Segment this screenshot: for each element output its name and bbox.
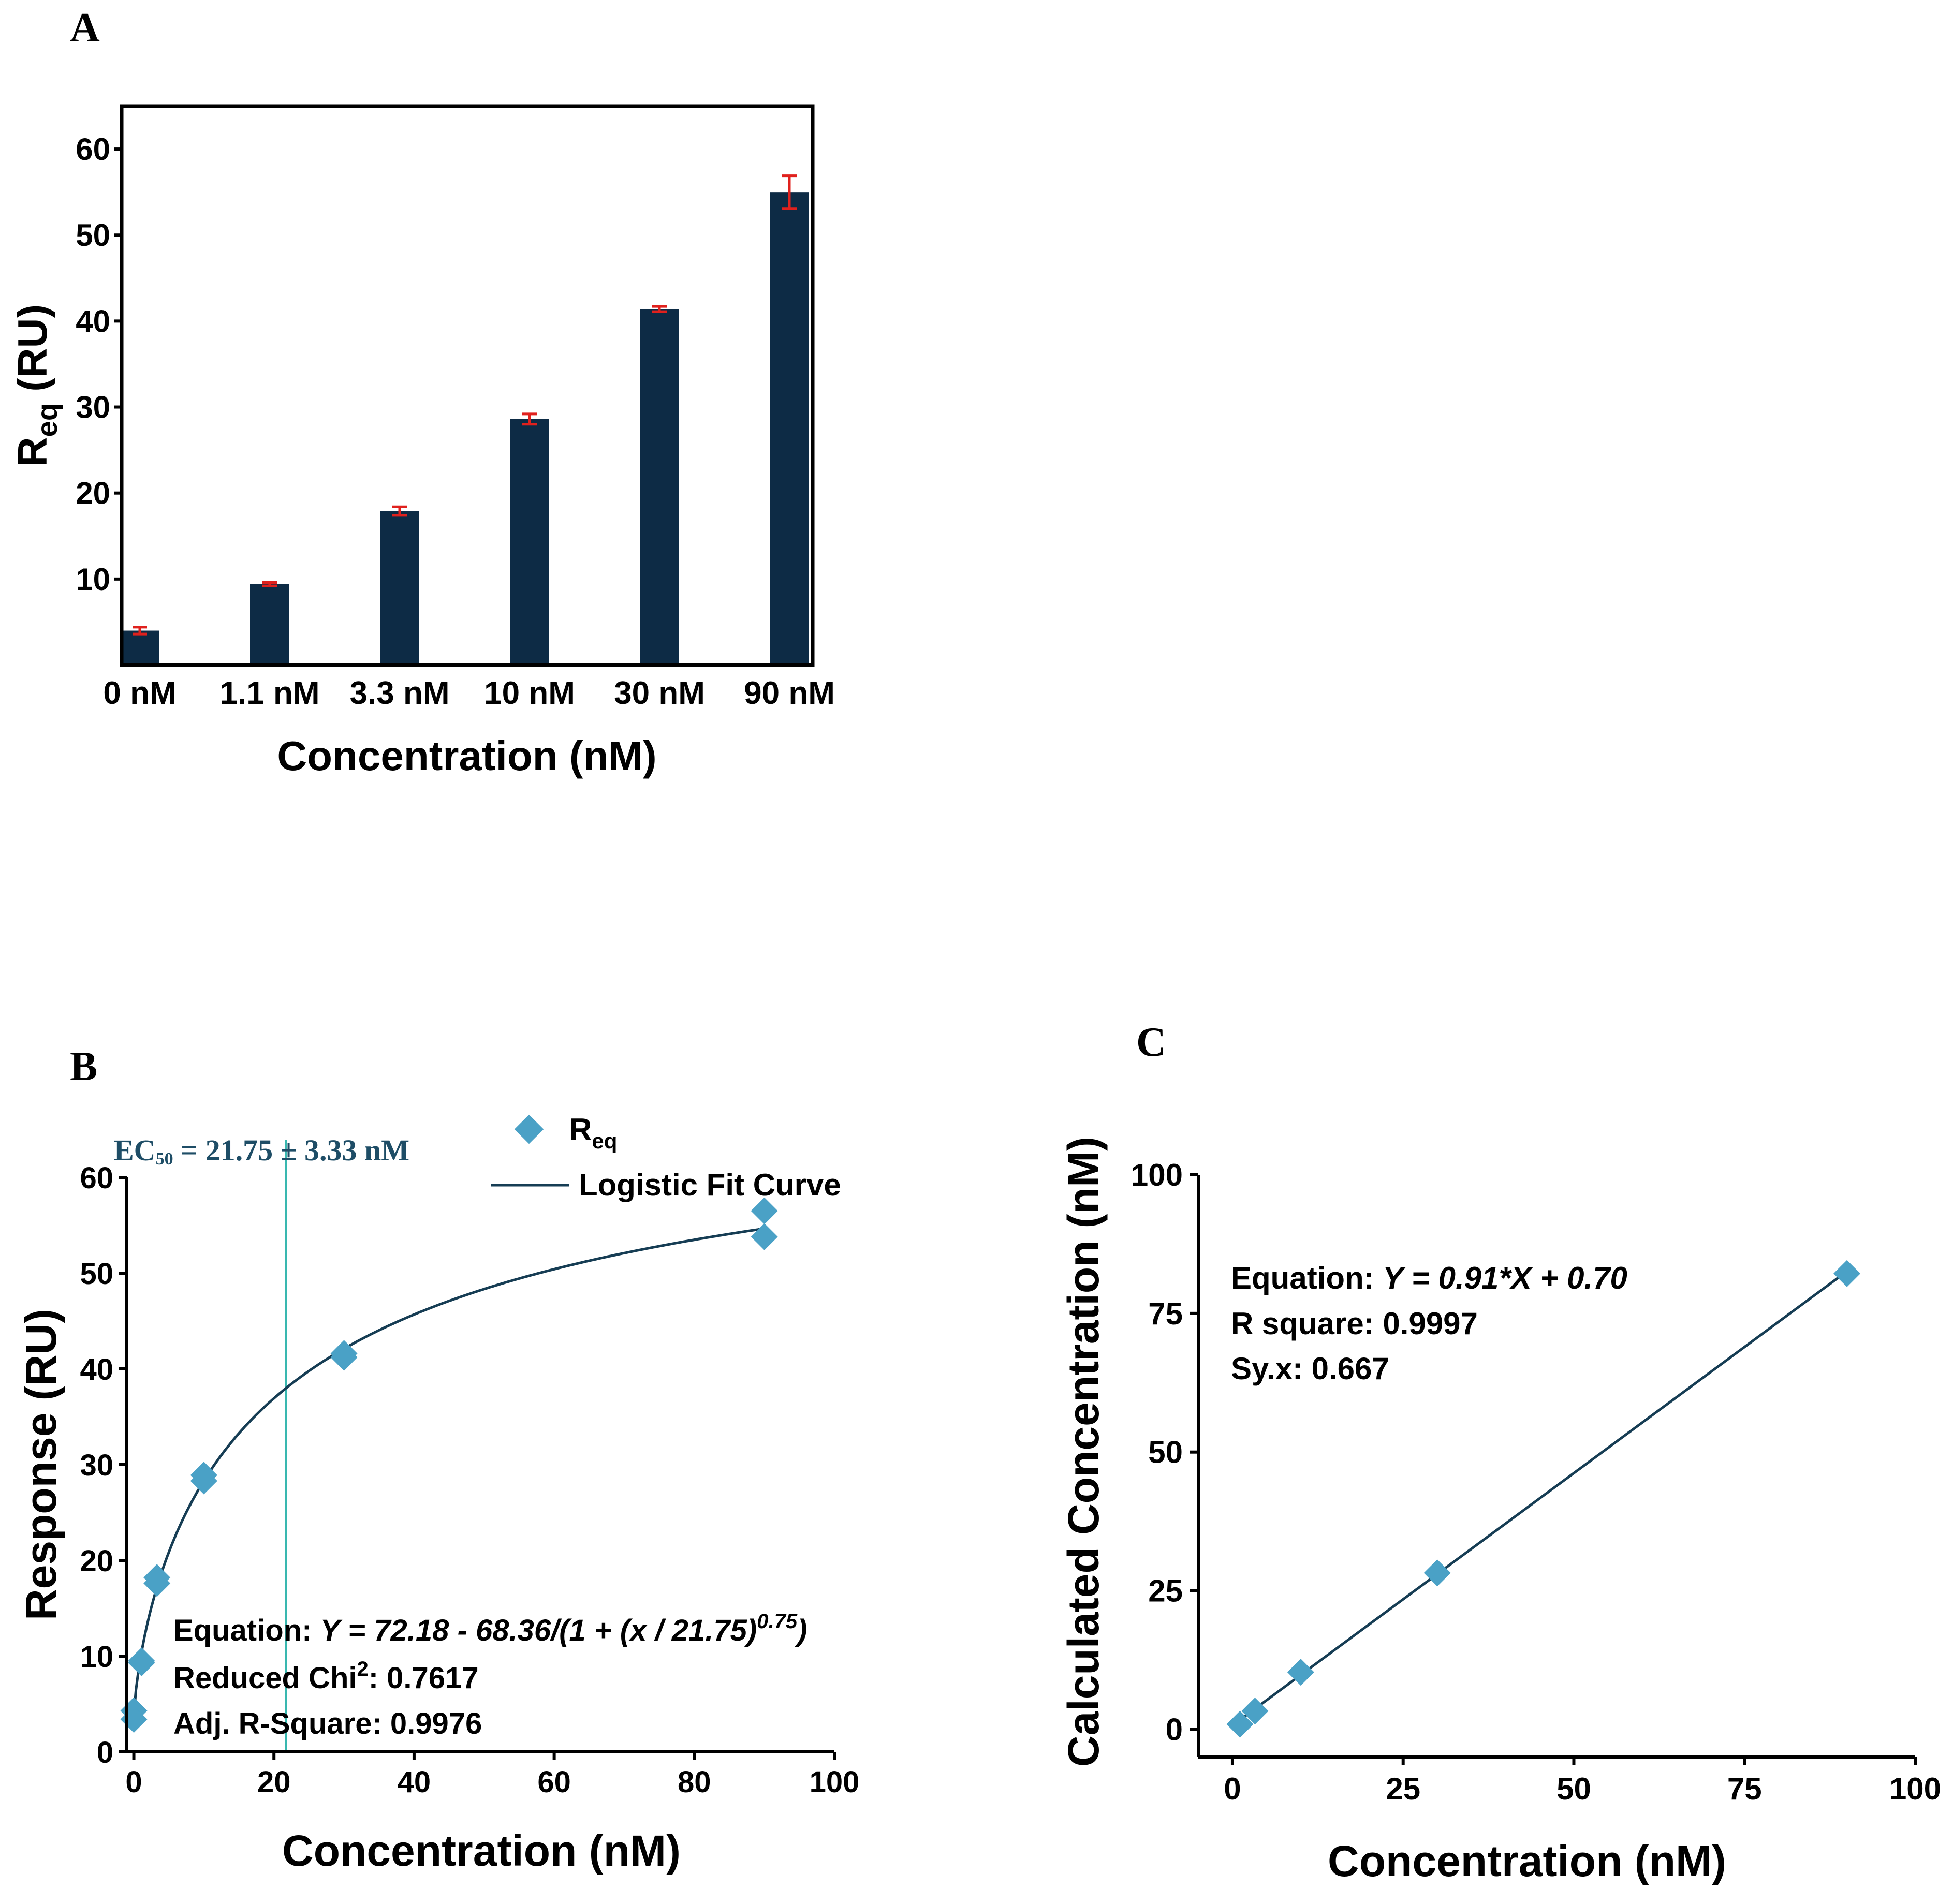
data-points <box>120 1197 778 1733</box>
y-tick-label: 40 <box>80 1353 113 1386</box>
y-tick-label: 30 <box>80 1449 113 1482</box>
panel-a: A 10 20 30 40 50 60 0 nM 1.1 nM 3.3 nM 10 nM 30 n… <box>9 5 835 779</box>
bar-3-3-nm <box>380 511 419 665</box>
panel-letter-a: A <box>70 5 100 51</box>
x-tick-label: 3.3 nM <box>350 675 450 711</box>
logistic-fit-curve <box>133 1227 765 1716</box>
ec50-label: EC50 = 21.75 ± 3.33 nM <box>114 1133 409 1169</box>
y-tick-label: 30 <box>76 390 110 425</box>
y-axis-title: Response (RU) <box>17 1309 65 1620</box>
x-tick-label: 20 <box>257 1765 291 1799</box>
x-tick-label: 40 <box>398 1765 431 1799</box>
x-tick-label: 100 <box>1889 1772 1941 1806</box>
y-tick-label: 100 <box>1131 1158 1183 1192</box>
x-axis-title: Concentration (nM) <box>1328 1837 1726 1885</box>
panel-letter-c: C <box>1136 1020 1166 1065</box>
y-tick-label: 60 <box>80 1161 113 1195</box>
y-axis: 0 25 50 75 100 <box>1131 1158 1198 1747</box>
data-point-req <box>751 1197 778 1224</box>
x-axis-title: Concentration (nM) <box>277 733 656 779</box>
data-point-req <box>190 1467 217 1495</box>
data-point <box>1423 1559 1451 1587</box>
data-point <box>1226 1710 1254 1738</box>
data-point-req <box>120 1706 148 1733</box>
plot-frame <box>120 104 815 667</box>
data-point-req <box>143 1570 171 1597</box>
y-tick-label: 50 <box>80 1257 113 1291</box>
bar-1-1-nm <box>250 584 289 665</box>
x-tick-label: 30 nM <box>614 675 705 711</box>
y-tick-label: 0 <box>97 1736 113 1769</box>
x-axis: 0 25 50 75 100 <box>1224 1757 1941 1806</box>
y-tick-label: 50 <box>76 218 110 253</box>
chi-square-text: Reduced Chi2: 0.7617 <box>173 1658 479 1695</box>
bar-90-nm <box>770 192 809 666</box>
bar-10-nm <box>510 419 549 665</box>
x-tick-label: 75 <box>1727 1772 1762 1806</box>
equation-text: Equation: Y = 72.18 - 68.36/(1 + (x / 21… <box>173 1610 807 1647</box>
x-tick-label: 0 nM <box>103 675 176 711</box>
y-tick-label: 20 <box>80 1544 113 1578</box>
syx-text: Sy.x: 0.667 <box>1231 1351 1389 1386</box>
x-tick-label: 100 <box>810 1765 860 1799</box>
y-tick-label: 75 <box>1148 1296 1183 1331</box>
y-axis-title: Calculated Concentration (nM) <box>1059 1137 1108 1767</box>
y-axis: 10 20 30 40 50 60 <box>76 132 122 597</box>
y-axis-title: Req (RU) <box>9 304 63 467</box>
x-tick-label: 10 nM <box>484 675 575 711</box>
y-tick-label: 0 <box>1166 1712 1183 1747</box>
data-point <box>1241 1698 1269 1725</box>
bar-group <box>120 192 809 666</box>
legend-label-req: Req <box>569 1112 617 1153</box>
equation-text: Equation: Y = 0.91*X + 0.70 <box>1231 1261 1627 1295</box>
y-tick-label: 20 <box>76 476 110 511</box>
y-tick-label: 10 <box>76 562 110 597</box>
data-point-req <box>128 1647 155 1675</box>
x-tick-label: 60 <box>537 1765 571 1799</box>
y-axis: 0 10 20 30 40 50 60 <box>80 1161 127 1769</box>
x-tick-label: 25 <box>1386 1772 1420 1806</box>
x-axis: 0 nM 1.1 nM 3.3 nM 10 nM 30 nM 90 nM <box>103 675 834 711</box>
panel-c: C 0 25 50 75 100 0 25 50 75 100 Concentration (n… <box>1059 1020 1941 1885</box>
x-tick-label: 50 <box>1556 1772 1591 1806</box>
data-point <box>1287 1659 1314 1686</box>
x-tick-label: 0 <box>125 1765 142 1799</box>
y-tick-label: 60 <box>76 132 110 167</box>
data-point <box>1833 1260 1861 1287</box>
panel-b: B 0 10 20 30 40 50 60 0 20 40 60 80 100 Concentrati… <box>17 1044 859 1875</box>
x-axis: 0 20 40 60 80 100 <box>125 1752 859 1799</box>
legend-marker-req <box>514 1114 544 1144</box>
bar-30-nm <box>640 309 679 665</box>
data-point-req <box>330 1344 358 1371</box>
x-tick-label: 1.1 nM <box>220 675 320 711</box>
y-tick-label: 50 <box>1148 1435 1183 1470</box>
linear-fit-line <box>1239 1270 1848 1721</box>
data-point-req <box>751 1223 778 1250</box>
y-tick-label: 40 <box>76 304 110 338</box>
data-points <box>1226 1260 1861 1738</box>
error-bar-group <box>133 174 797 636</box>
fit-annotations: Equation: Y = 0.91*X + 0.70 R square: 0.… <box>1231 1261 1627 1386</box>
bar-0-nm <box>120 630 159 665</box>
x-tick-label: 0 <box>1224 1772 1241 1806</box>
y-tick-label: 10 <box>80 1640 113 1674</box>
panel-letter-b: B <box>70 1044 97 1089</box>
r-square-text: R square: 0.9997 <box>1231 1306 1478 1341</box>
x-tick-label: 80 <box>678 1765 711 1799</box>
fit-annotations: Equation: Y = 72.18 - 68.36/(1 + (x / 21… <box>173 1610 807 1740</box>
x-tick-label: 90 nM <box>744 675 835 711</box>
x-axis-title: Concentration (nM) <box>282 1826 681 1875</box>
y-tick-label: 25 <box>1148 1574 1183 1608</box>
legend-label-fit: Logistic Fit Curve <box>579 1168 841 1202</box>
r-square-text: Adj. R-Square: 0.9976 <box>173 1707 482 1740</box>
legend: Req Logistic Fit Curve <box>491 1112 841 1202</box>
